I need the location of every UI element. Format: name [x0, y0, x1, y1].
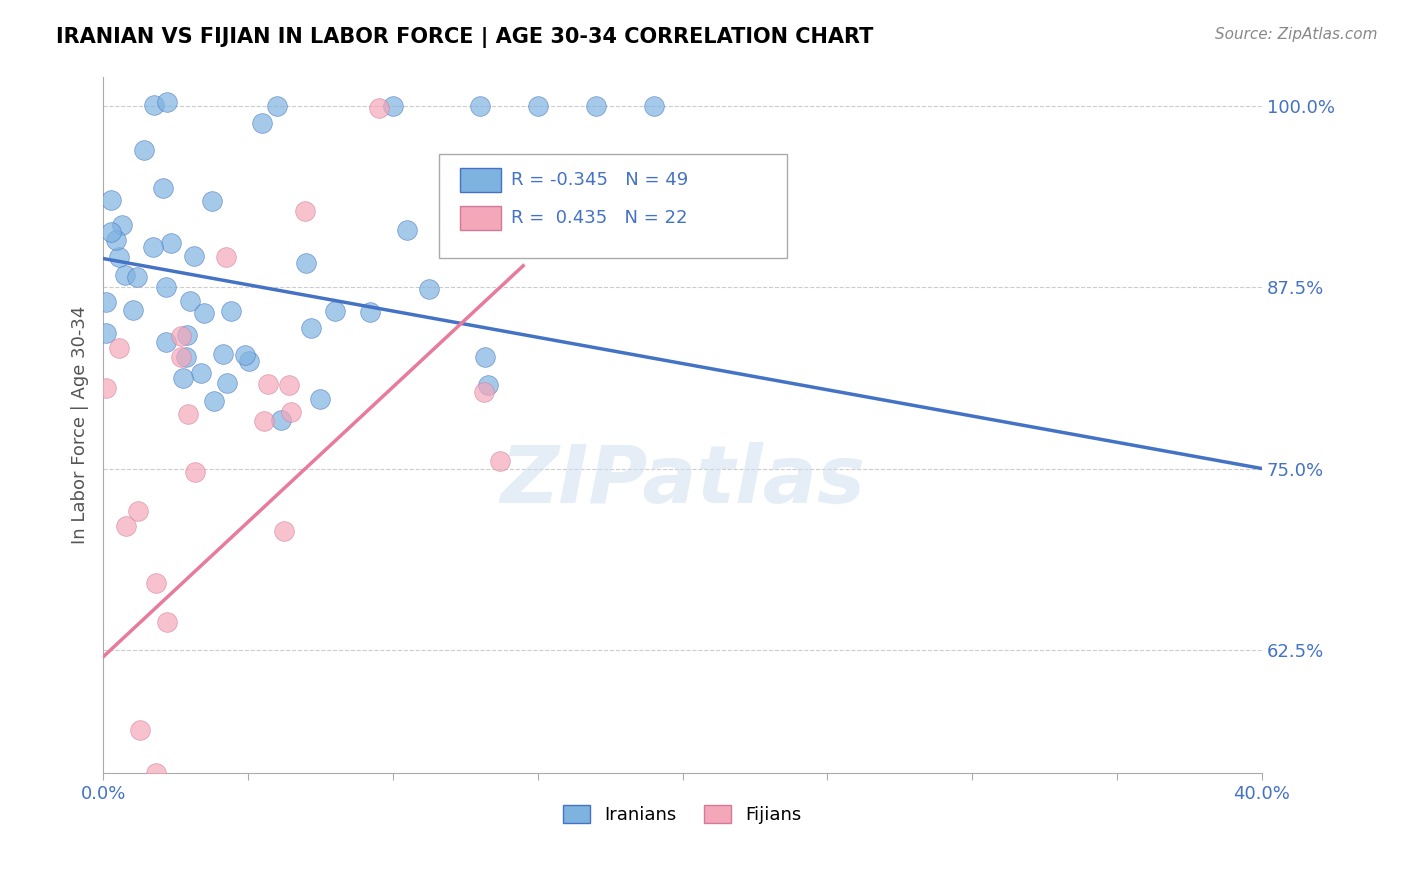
Point: [142, 98, 165, 112]
Point: [152, 181, 174, 195]
Point: [395, 222, 418, 236]
Point: [100, 194, 122, 208]
Point: [100, 225, 122, 239]
Point: [176, 328, 198, 343]
Point: [474, 350, 496, 364]
Point: [278, 378, 301, 392]
Text: R = -0.345   N = 49: R = -0.345 N = 49: [510, 170, 689, 188]
Point: [183, 249, 205, 263]
Point: [156, 95, 179, 109]
Point: [472, 384, 495, 399]
Point: [184, 465, 207, 479]
Point: [217, 376, 239, 390]
Point: [94, 326, 117, 340]
Point: [172, 371, 194, 385]
Point: [468, 99, 491, 113]
Point: [127, 504, 149, 518]
Point: [170, 328, 193, 343]
Point: [115, 519, 138, 533]
Point: [155, 280, 177, 294]
Point: [215, 250, 238, 264]
Point: [253, 414, 276, 428]
Point: [381, 99, 404, 113]
Point: [125, 269, 148, 284]
Point: [585, 99, 607, 113]
Point: [299, 320, 322, 334]
Text: R =  0.435   N = 22: R = 0.435 N = 22: [510, 209, 688, 227]
Point: [108, 250, 131, 264]
Point: [122, 302, 145, 317]
Point: [160, 236, 183, 251]
Point: [266, 99, 288, 113]
Point: [643, 99, 665, 113]
Point: [128, 723, 150, 737]
Point: [368, 101, 391, 115]
Point: [273, 524, 295, 539]
Point: [174, 350, 197, 364]
Point: [107, 341, 129, 355]
Point: [156, 615, 179, 629]
Point: [193, 306, 215, 320]
Point: [179, 293, 201, 308]
Point: [202, 393, 225, 408]
Point: [190, 366, 212, 380]
Point: [489, 454, 512, 468]
Y-axis label: In Labor Force | Age 30-34: In Labor Force | Age 30-34: [72, 306, 89, 544]
Point: [294, 255, 316, 269]
Point: [270, 413, 292, 427]
Point: [142, 240, 165, 254]
Point: [280, 405, 302, 419]
Bar: [460, 206, 501, 230]
Point: [418, 282, 440, 296]
Text: IRANIAN VS FIJIAN IN LABOR FORCE | AGE 30-34 CORRELATION CHART: IRANIAN VS FIJIAN IN LABOR FORCE | AGE 3…: [56, 27, 873, 48]
Point: [359, 305, 381, 319]
Point: [238, 354, 260, 368]
FancyBboxPatch shape: [439, 154, 787, 258]
Text: ZIPatlas: ZIPatlas: [501, 442, 865, 520]
Point: [477, 377, 499, 392]
Point: [169, 351, 191, 365]
Point: [94, 294, 117, 309]
Text: Source: ZipAtlas.com: Source: ZipAtlas.com: [1215, 27, 1378, 42]
Point: [294, 203, 316, 218]
Point: [94, 381, 117, 395]
Point: [233, 348, 256, 362]
Point: [145, 576, 167, 591]
Point: [114, 268, 136, 282]
Point: [177, 407, 200, 421]
Point: [250, 116, 273, 130]
Point: [111, 218, 134, 232]
Legend: Iranians, Fijians: Iranians, Fijians: [554, 796, 811, 833]
Point: [155, 334, 177, 349]
Point: [105, 233, 128, 247]
Point: [212, 347, 235, 361]
Point: [257, 377, 280, 392]
Bar: [460, 168, 501, 192]
Point: [309, 392, 332, 407]
Point: [221, 304, 243, 318]
Point: [145, 765, 167, 780]
Point: [201, 194, 224, 209]
Point: [526, 99, 548, 113]
Point: [323, 304, 346, 318]
Point: [132, 143, 155, 157]
